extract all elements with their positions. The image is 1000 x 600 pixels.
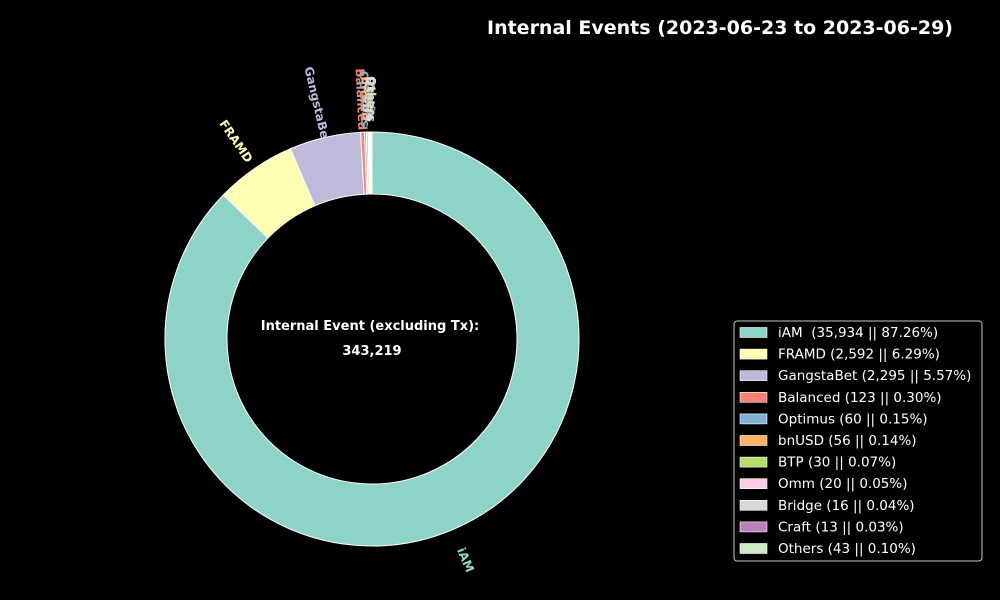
legend-entry-bridge: Bridge (16 || 0.04%) [778,498,915,514]
legend-swatch-bridge [739,499,768,511]
legend-entry-framd: FRAMD (2,592 || 6.29%) [778,347,940,363]
legend-entry-btp: BTP (30 || 0.07%) [778,455,896,471]
legend-entry-optimus: Optimus (60 || 0.15%) [778,411,928,427]
legend-swatch-balanced [739,391,768,403]
legend-frame [733,320,983,562]
legend-entry-iam: iAM (35,934 || 87.26%) [778,325,938,341]
legend-swatch-iam [739,327,768,338]
legend-entry-others: Others (43 || 0.10%) [778,541,916,557]
legend-swatch-optimus [739,413,768,425]
legend: iAM (35,934 || 87.26%) FRAMD (2,592 || 6.… [733,320,983,562]
slice-label-craft: Craft [363,82,377,116]
donut-slices [164,131,580,547]
slice-label-balanced: Balanced [353,68,370,130]
slice-label-omm: Omm [362,81,376,116]
legend-entry-balanced: Balanced (123 || 0.30%) [778,390,942,406]
legend-swatch-btp [739,456,768,468]
slice-label-optimus: Optimus [356,70,372,127]
legend-swatch-craft [739,521,768,533]
legend-entry-craft: Craft (13 || 0.03%) [778,519,904,535]
slice-iam [164,131,580,547]
legend-swatch-gangstabet [739,370,768,382]
chart-title: Internal Events (2023-06-23 to 2023-06-2… [487,17,953,39]
legend-entry-omm: Omm (20 || 0.05%) [778,476,908,492]
slice-label-btp: BTP [361,86,375,113]
legend-entry-gangstabet: GangstaBet (2,295 || 5.57%) [778,368,971,384]
slice-label-bnusd: bnUSD [359,76,374,122]
slice-label-others: Others [364,76,378,122]
legend-entry-bnusd: bnUSD (56 || 0.14%) [778,433,917,449]
legend-swatch-omm [739,478,768,490]
legend-swatch-others [739,543,768,554]
slice-label-bridge: Bridge [362,77,376,122]
slice-others [370,131,373,195]
center-value: 343,219 [342,344,401,359]
center-label: Internal Event (excluding Tx): [261,319,480,334]
legend-swatch-bnusd [739,435,768,446]
legend-swatch-framd [739,348,768,360]
